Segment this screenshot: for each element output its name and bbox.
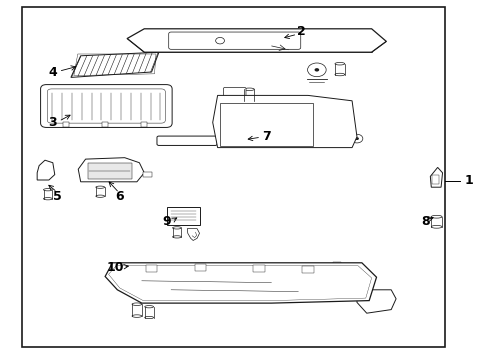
Bar (194, 264, 206, 271)
Bar (332, 262, 341, 267)
Polygon shape (187, 229, 199, 240)
Polygon shape (127, 29, 386, 52)
Polygon shape (356, 290, 395, 313)
Bar (22, 7, 444, 347)
Bar (102, 122, 108, 127)
FancyBboxPatch shape (223, 87, 245, 98)
Polygon shape (37, 160, 55, 180)
Bar (431, 175, 438, 184)
Bar (220, 103, 312, 146)
FancyBboxPatch shape (41, 85, 172, 127)
Bar (142, 172, 151, 177)
FancyBboxPatch shape (167, 207, 199, 225)
Text: 5: 5 (53, 190, 62, 203)
Text: 4: 4 (48, 66, 57, 78)
Text: 3: 3 (48, 116, 57, 129)
Bar (253, 265, 264, 272)
Polygon shape (105, 263, 376, 303)
Polygon shape (78, 158, 144, 182)
Text: 8: 8 (420, 215, 429, 228)
Text: 10: 10 (106, 261, 123, 274)
Bar (322, 290, 331, 294)
Polygon shape (429, 167, 442, 187)
Polygon shape (212, 95, 356, 148)
Circle shape (314, 68, 319, 72)
Bar (302, 266, 313, 273)
FancyBboxPatch shape (47, 89, 165, 123)
FancyBboxPatch shape (168, 32, 300, 49)
FancyBboxPatch shape (157, 136, 217, 145)
Text: 6: 6 (115, 190, 124, 203)
Text: 2: 2 (297, 25, 305, 38)
Bar (88, 163, 132, 179)
Text: 9: 9 (162, 215, 170, 228)
Bar (141, 122, 147, 127)
Text: 7: 7 (262, 130, 270, 143)
Text: 1: 1 (463, 174, 472, 187)
Bar (63, 122, 69, 127)
Bar (145, 265, 157, 272)
Circle shape (354, 137, 358, 140)
Polygon shape (71, 52, 159, 77)
